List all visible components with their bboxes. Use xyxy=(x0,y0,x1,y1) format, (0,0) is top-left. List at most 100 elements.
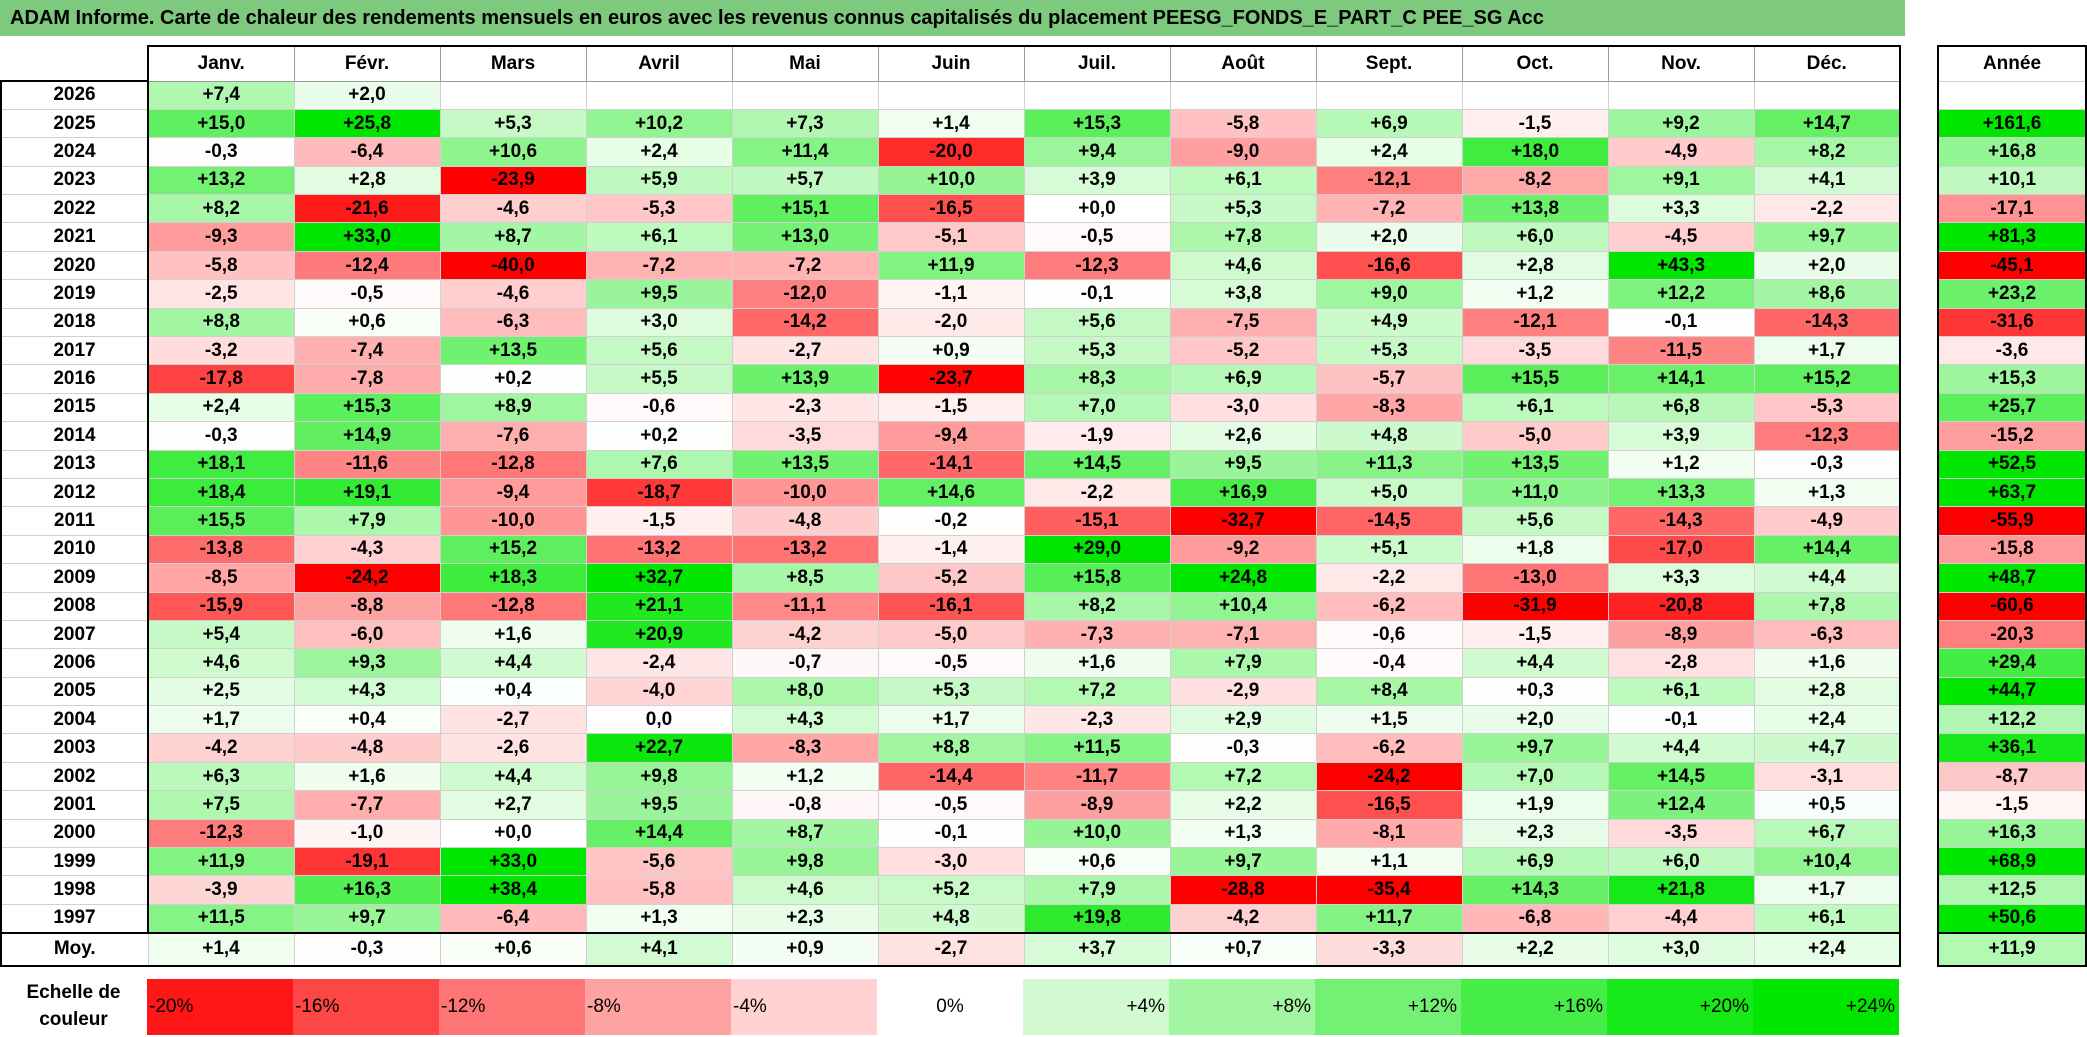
heatmap-cell: +1,6 xyxy=(293,761,441,792)
average-cell: -3,3 xyxy=(1315,931,1463,967)
heatmap-cell: +5,3 xyxy=(1023,336,1171,366)
heatmap-cell: -14,3 xyxy=(1753,307,1901,338)
heatmap-cell: +7,9 xyxy=(1169,648,1317,678)
heatmap-cell: -4,3 xyxy=(293,534,441,565)
month-header: Avril xyxy=(585,45,733,82)
color-scale-swatch: +24% xyxy=(1753,979,1899,1035)
heatmap-cell: +9,3 xyxy=(293,648,441,678)
heatmap-cell: +1,7 xyxy=(147,705,295,735)
annual-cell: -15,8 xyxy=(1937,534,2087,565)
annual-cell: -31,6 xyxy=(1937,307,2087,338)
heatmap-cell xyxy=(1023,80,1171,110)
heatmap-cell: -12,8 xyxy=(439,591,587,621)
heatmap-cell: +2,4 xyxy=(1753,705,1901,735)
heatmap-cell: +11,5 xyxy=(147,903,295,934)
heatmap-cell: +14,1 xyxy=(1607,364,1755,394)
year-label: 2008 xyxy=(0,591,149,621)
heatmap-cell: +1,3 xyxy=(1169,818,1317,849)
heatmap-cell: -2,2 xyxy=(1753,194,1901,224)
heatmap-cell: +21,8 xyxy=(1607,875,1755,905)
heatmap-cell: -8,9 xyxy=(1607,619,1755,650)
heatmap-cell: +4,8 xyxy=(877,903,1025,934)
heatmap-cell: +5,3 xyxy=(1169,194,1317,224)
heatmap-cell: -16,6 xyxy=(1315,250,1463,281)
heatmap-cell: +8,7 xyxy=(731,818,879,849)
heatmap-cell: +7,6 xyxy=(585,449,733,479)
heatmap-cell: +13,5 xyxy=(1461,449,1609,479)
heatmap-cell: +0,5 xyxy=(1753,790,1901,820)
heatmap-cell: +13,2 xyxy=(147,165,295,196)
heatmap-cell: +11,9 xyxy=(147,847,295,877)
heatmap-cell: +6,8 xyxy=(1607,392,1755,423)
heatmap-cell: +0,0 xyxy=(1023,194,1171,224)
heatmap-cell: -12,3 xyxy=(1753,421,1901,451)
heatmap-cell: +14,7 xyxy=(1753,108,1901,139)
heatmap-cell: +8,3 xyxy=(1023,364,1171,394)
heatmap-cell: +15,2 xyxy=(1753,364,1901,394)
heatmap-cell: +2,3 xyxy=(731,903,879,934)
heatmap-cell: -6,0 xyxy=(293,619,441,650)
heatmap-cell: +6,0 xyxy=(1607,847,1755,877)
heatmap-cell: -8,5 xyxy=(147,563,295,593)
color-scale-swatch: -4% xyxy=(731,979,877,1035)
heatmap-cell: -5,2 xyxy=(877,563,1025,593)
heatmap-cell: +9,1 xyxy=(1607,165,1755,196)
heatmap-cell: +6,7 xyxy=(1753,818,1901,849)
heatmap-cell: +7,9 xyxy=(293,506,441,536)
heatmap-cell: +5,9 xyxy=(585,165,733,196)
heatmap-cell: -16,5 xyxy=(1315,790,1463,820)
heatmap-cell: +2,5 xyxy=(147,676,295,707)
heatmap-cell: +3,9 xyxy=(1607,421,1755,451)
heatmap-cell: +11,3 xyxy=(1315,449,1463,479)
heatmap-cell: -7,8 xyxy=(293,364,441,394)
heatmap-cell: +4,4 xyxy=(439,648,587,678)
heatmap-cell: -2,9 xyxy=(1169,676,1317,707)
heatmap-cell xyxy=(731,80,879,110)
heatmap-cell: +9,4 xyxy=(1023,137,1171,167)
heatmap-cell: +13,5 xyxy=(439,336,587,366)
heatmap-cell: +0,2 xyxy=(439,364,587,394)
heatmap-cell: +6,9 xyxy=(1169,364,1317,394)
year-label: 1997 xyxy=(0,903,149,934)
heatmap-cell: -14,1 xyxy=(877,449,1025,479)
average-cell: +4,1 xyxy=(585,931,733,967)
heatmap-cell: +8,5 xyxy=(731,563,879,593)
heatmap-cell: -11,5 xyxy=(1607,336,1755,366)
table-row: 2009 -8,5 -24,2 +18,3 +32,7 +8,5 -5,2 +15,8 +24,… xyxy=(0,563,1901,593)
heatmap-cell: +0,4 xyxy=(439,676,587,707)
heatmap-cell: +1,3 xyxy=(585,903,733,934)
month-header: Mai xyxy=(731,45,879,82)
heatmap-cell: +5,3 xyxy=(439,108,587,139)
heatmap-cell: -0,1 xyxy=(877,818,1025,849)
table-row: 2006 +4,6 +9,3 +4,4 -2,4 -0,7 -0,5 +1,6 +7,9 -0,4… xyxy=(0,648,1901,678)
heatmap-cell: -5,6 xyxy=(585,847,733,877)
year-label: 2025 xyxy=(0,108,149,139)
heatmap-cell: +21,1 xyxy=(585,591,733,621)
heatmap-cell: -24,2 xyxy=(293,563,441,593)
heatmap-cell: +8,2 xyxy=(1753,137,1901,167)
heatmap-cell: +4,4 xyxy=(1753,563,1901,593)
heatmap-cell: +20,9 xyxy=(585,619,733,650)
heatmap-cell: +7,9 xyxy=(1023,875,1171,905)
heatmap-cell: +4,3 xyxy=(731,705,879,735)
heatmap-cell: -12,1 xyxy=(1461,307,1609,338)
heatmap-cell: +9,7 xyxy=(293,903,441,934)
heatmap-cell: +8,8 xyxy=(877,733,1025,763)
heatmap-cell: -2,7 xyxy=(439,705,587,735)
table-row: 2020 -5,8 -12,4 -40,0 -7,2 -7,2 +11,9 -12,3 +4,6… xyxy=(0,250,1901,281)
heatmap-cell: -11,1 xyxy=(731,591,879,621)
scale-spacer xyxy=(0,979,147,1035)
heatmap-cell: +7,8 xyxy=(1753,591,1901,621)
year-label: 2004 xyxy=(0,705,149,735)
heatmap-cell: -4,9 xyxy=(1753,506,1901,536)
heatmap-cell: -0,8 xyxy=(731,790,879,820)
heatmap-cell: +18,3 xyxy=(439,563,587,593)
average-cell: +2,2 xyxy=(1461,931,1609,967)
heatmap-cell: +5,4 xyxy=(147,619,295,650)
table-row: 2025 +15,0 +25,8 +5,3 +10,2 +7,3 +1,4 +15,3 -5,8… xyxy=(0,108,1901,139)
table-row: 2007 +5,4 -6,0 +1,6 +20,9 -4,2 -5,0 -7,3 -7,1 -0,… xyxy=(0,619,1901,650)
heatmap-cell: +7,2 xyxy=(1023,676,1171,707)
heatmap-cell: +7,4 xyxy=(147,80,295,110)
heatmap-cell: +13,0 xyxy=(731,222,879,252)
year-label: 1999 xyxy=(0,847,149,877)
